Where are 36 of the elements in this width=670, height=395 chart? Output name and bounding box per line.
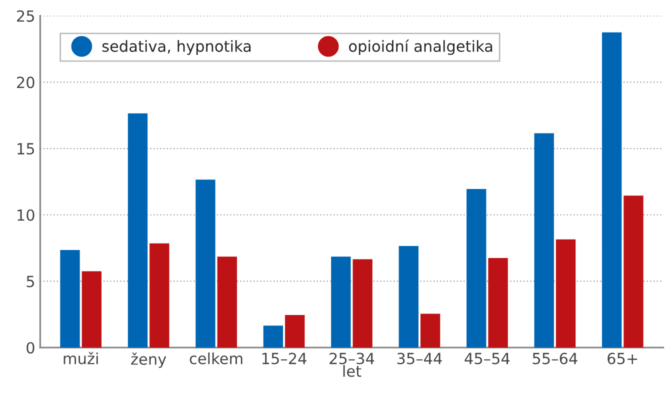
bar (420, 314, 440, 348)
bar (398, 246, 418, 348)
bar (60, 250, 80, 348)
bar (196, 180, 216, 348)
y-tick-label: 5 (26, 276, 34, 288)
y-tick-label: 15 (18, 143, 34, 155)
x-tick-label: 65+ (608, 352, 638, 364)
x-tick-label: 35–44 (397, 352, 442, 364)
x-tick-label: 25–34 (330, 352, 374, 364)
bar (128, 113, 148, 348)
bar (466, 188, 486, 348)
legend-label: opioidní analgetika (349, 40, 492, 55)
y-tick-label: 25 (17, 10, 34, 22)
x-tick-label: celkem (190, 352, 242, 364)
x-tick-label: ženy (131, 352, 166, 368)
y-tick-label: 10 (18, 209, 34, 221)
bar (624, 196, 644, 348)
y-tick-label: 20 (17, 76, 34, 88)
bar (82, 271, 102, 348)
y-tick-label: 0 (26, 342, 34, 354)
bar (352, 259, 372, 348)
x-tick-label: 55–64 (532, 352, 578, 364)
x-tick-label: 45–54 (464, 352, 510, 364)
bar (217, 256, 237, 348)
x-axis-title: let (343, 365, 362, 377)
bar (263, 326, 284, 348)
bar (602, 32, 622, 348)
x-tick-label: 15–24 (262, 352, 306, 364)
bar (331, 256, 351, 348)
bar (488, 258, 508, 348)
legend-label: sedativa, hypnotika (102, 40, 251, 55)
bar (556, 239, 576, 348)
x-tick-label: muži (64, 352, 98, 364)
bar (534, 133, 554, 348)
bar (150, 243, 170, 348)
bar (285, 315, 305, 348)
